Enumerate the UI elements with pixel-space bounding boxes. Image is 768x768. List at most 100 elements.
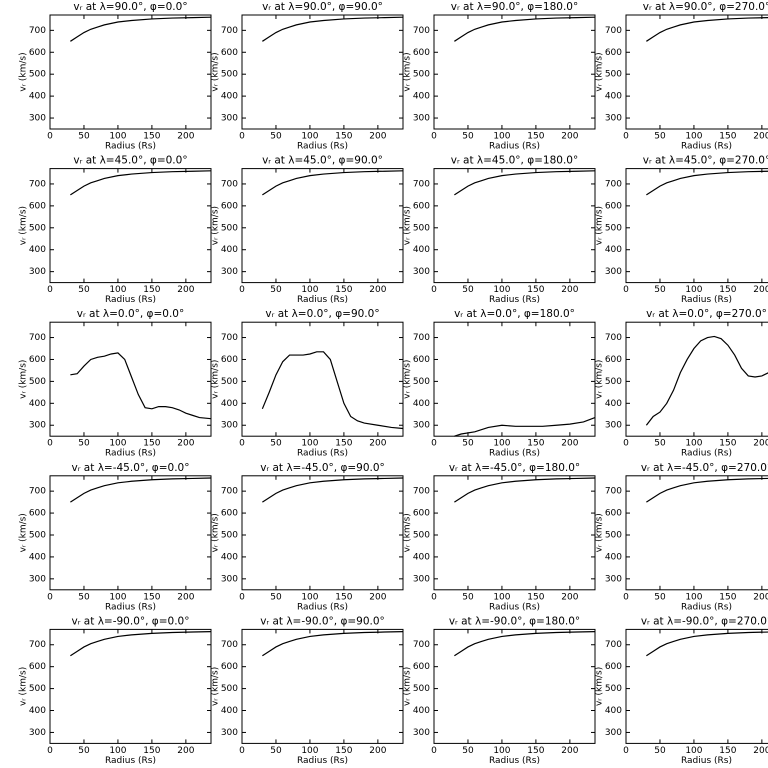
y-tick-label: 700: [29, 640, 46, 650]
y-tick-label: 400: [413, 245, 430, 255]
plot-frame: [433, 321, 596, 437]
data-line: [70, 630, 212, 657]
data-line: [454, 477, 596, 503]
x-tick-label: 150: [719, 592, 736, 602]
x-tick-label: 200: [177, 285, 194, 295]
y-tick-label: 500: [413, 377, 430, 387]
x-tick-label: 150: [527, 592, 544, 602]
data-line: [261, 351, 404, 430]
x-tick-label: 50: [654, 439, 666, 449]
x-tick-label: 50: [462, 132, 474, 142]
x-axis-label: Radius (Rs): [297, 295, 348, 305]
x-tick-label: 50: [78, 132, 90, 142]
data-line: [454, 417, 596, 437]
panel-title: vᵣ at λ=45.0°, φ=270.0°: [643, 155, 768, 167]
x-tick-label: 200: [753, 439, 768, 449]
y-tick-label: 600: [413, 509, 430, 519]
y-tick-label: 600: [605, 662, 622, 672]
y-tick-label: 700: [605, 487, 622, 497]
x-tick-label: 50: [78, 439, 90, 449]
x-tick-label: 150: [335, 746, 352, 756]
y-tick-label: 700: [413, 179, 430, 189]
y-axis-label: vᵣ (km/s): [19, 513, 29, 552]
y-tick-label: 500: [413, 684, 430, 694]
x-tick-label: 100: [493, 592, 510, 602]
y-tick-label: 600: [29, 201, 46, 211]
y-tick-label: 500: [221, 377, 238, 387]
y-axis-label: vᵣ (km/s): [211, 206, 221, 245]
x-tick-label: 200: [753, 592, 768, 602]
y-tick-label: 300: [221, 574, 238, 584]
y-tick-label: 400: [221, 552, 238, 562]
y-tick-label: 400: [413, 706, 430, 716]
data-line: [454, 630, 596, 657]
data-line: [646, 477, 768, 503]
x-axis-label: Radius (Rs): [489, 756, 540, 766]
panel-title: vᵣ at λ=-90.0°, φ=270.0°: [641, 615, 768, 627]
y-axis-label: vᵣ (km/s): [595, 206, 605, 245]
y-tick-label: 300: [221, 114, 238, 124]
x-tick-label: 200: [753, 285, 768, 295]
plot-frame: [49, 321, 212, 437]
y-tick-label: 300: [605, 421, 622, 431]
panel-title: vᵣ at λ=0.0°, φ=90.0°: [265, 308, 379, 320]
x-tick-label: 0: [47, 592, 53, 602]
y-tick-label: 700: [413, 487, 430, 497]
y-tick-label: 600: [221, 355, 238, 365]
y-tick-label: 600: [413, 48, 430, 58]
y-tick-label: 300: [413, 114, 430, 124]
plot-frame: [49, 628, 212, 744]
y-tick-label: 400: [221, 399, 238, 409]
panel-title: vᵣ at λ=90.0°, φ=0.0°: [73, 1, 187, 13]
y-tick-label: 500: [605, 223, 622, 233]
x-tick-label: 50: [270, 746, 282, 756]
x-tick-label: 100: [685, 132, 702, 142]
x-tick-label: 200: [177, 592, 194, 602]
x-tick-label: 50: [270, 439, 282, 449]
y-tick-label: 700: [29, 179, 46, 189]
x-tick-label: 0: [47, 439, 53, 449]
y-tick-label: 300: [605, 267, 622, 277]
x-axis-label: Radius (Rs): [681, 602, 732, 612]
y-tick-label: 500: [605, 70, 622, 80]
y-tick-label: 400: [413, 552, 430, 562]
data-line: [262, 170, 404, 196]
y-tick-label: 500: [29, 530, 46, 540]
plot-frame: [625, 321, 768, 437]
y-tick-label: 600: [605, 48, 622, 58]
y-tick-label: 400: [29, 399, 46, 409]
y-tick-label: 600: [605, 355, 622, 365]
y-tick-label: 300: [413, 728, 430, 738]
y-tick-label: 700: [221, 179, 238, 189]
x-tick-label: 0: [623, 132, 629, 142]
x-tick-label: 200: [177, 746, 194, 756]
y-axis-label: vᵣ (km/s): [595, 513, 605, 552]
y-tick-label: 500: [221, 223, 238, 233]
plot-frame: [49, 168, 212, 284]
y-axis-label: vᵣ (km/s): [595, 667, 605, 706]
y-tick-label: 400: [29, 552, 46, 562]
panel-title: vᵣ at λ=45.0°, φ=180.0°: [451, 155, 579, 167]
x-tick-label: 200: [177, 439, 194, 449]
x-tick-label: 150: [719, 132, 736, 142]
x-tick-label: 100: [493, 439, 510, 449]
y-tick-label: 500: [221, 70, 238, 80]
plot-frame: [625, 168, 768, 284]
y-tick-label: 400: [221, 245, 238, 255]
panel-title: vᵣ at λ=90.0°, φ=270.0°: [643, 1, 768, 13]
x-axis-label: Radius (Rs): [489, 142, 540, 152]
x-tick-label: 0: [47, 285, 53, 295]
y-axis-label: vᵣ (km/s): [403, 360, 413, 399]
y-tick-label: 600: [29, 355, 46, 365]
x-tick-label: 50: [462, 746, 474, 756]
data-line: [70, 352, 212, 420]
y-tick-label: 600: [221, 509, 238, 519]
panel-title: vᵣ at λ=45.0°, φ=0.0°: [73, 155, 187, 167]
plot-frame: [241, 475, 404, 591]
x-tick-label: 0: [431, 285, 437, 295]
x-tick-label: 100: [301, 746, 318, 756]
plot-frame: [433, 475, 596, 591]
y-tick-label: 700: [221, 26, 238, 36]
data-line: [262, 477, 404, 503]
